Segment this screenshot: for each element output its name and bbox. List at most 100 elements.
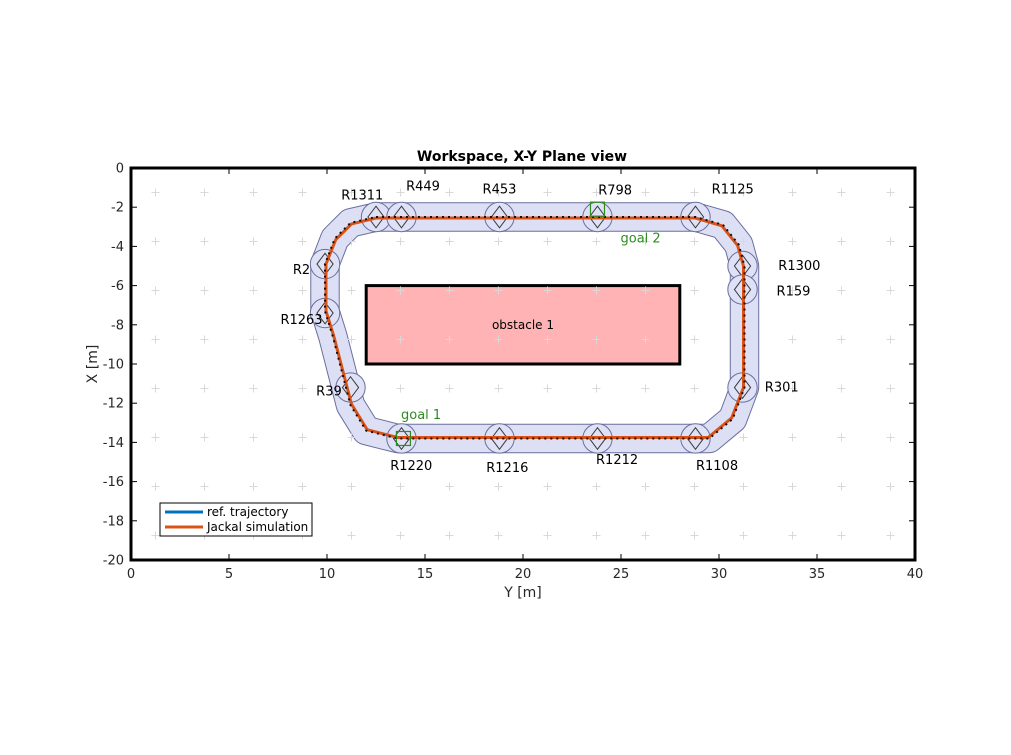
plus-marker: [347, 237, 356, 246]
x-tick-label: 10: [319, 567, 336, 582]
plus-marker: [641, 286, 650, 295]
region-diamond-r449: [392, 205, 411, 229]
plus-marker: [200, 188, 209, 197]
plus-marker: [494, 384, 503, 393]
plus-marker: [592, 286, 601, 295]
plus-marker: [298, 482, 307, 491]
region-diamond-r1108: [686, 426, 705, 451]
plus-marker: [249, 286, 258, 295]
region-diamond-r1263: [316, 301, 334, 325]
plus-marker: [494, 237, 503, 246]
plus-marker: [641, 237, 650, 246]
plus-marker: [739, 531, 748, 540]
plus-marker: [788, 335, 797, 344]
x-tick-label: 35: [809, 567, 826, 582]
plus-marker: [690, 286, 699, 295]
goal-label-2: goal 2: [621, 232, 661, 247]
plus-marker: [886, 188, 895, 197]
y-tick-label: -4: [111, 240, 124, 255]
plus-marker: [298, 384, 307, 393]
goal-label-1: goal 1: [401, 408, 441, 423]
plus-marker: [886, 335, 895, 344]
region-label-r1212: R1212: [596, 453, 638, 468]
legend-label-jackal-simulation: Jackal simulation: [206, 520, 308, 534]
plus-marker: [298, 335, 307, 344]
plus-marker: [494, 531, 503, 540]
x-tick-label: 40: [907, 567, 924, 582]
legend: ref. trajectory Jackal simulation: [159, 502, 313, 537]
region-label-r1311: R1311: [341, 188, 383, 203]
plus-marker: [200, 384, 209, 393]
region-diamond-r798: [588, 205, 607, 229]
plus-marker: [494, 286, 503, 295]
plus-marker: [396, 335, 405, 344]
plus-marker: [151, 335, 160, 344]
plus-marker: [641, 384, 650, 393]
plus-marker: [739, 237, 748, 246]
obstacle-1: [364, 284, 682, 366]
plus-marker: [494, 335, 503, 344]
goal-layer: goal 1 goal 2: [395, 201, 661, 447]
plus-marker: [445, 531, 454, 540]
plus-marker: [396, 482, 405, 491]
plus-marker: [837, 188, 846, 197]
x-axis-ticks: 0 5 10 15 20 25 30 35 40: [127, 168, 923, 582]
y-axis-ticks: 0 -2 -4 -6 -8 -10 -12 -14 -16 -18 -20: [103, 162, 915, 569]
y-tick-label: -14: [103, 436, 124, 451]
plus-marker: [886, 482, 895, 491]
plus-marker: [690, 188, 699, 197]
y-tick-label: 0: [116, 162, 124, 177]
region-label-r798: R798: [598, 184, 632, 199]
plus-marker: [788, 433, 797, 442]
region-label-r2: R2: [293, 263, 310, 278]
plus-marker: [641, 335, 650, 344]
plus-marker: [151, 286, 160, 295]
plus-marker: [788, 482, 797, 491]
plus-marker: [739, 188, 748, 197]
plus-marker: [739, 482, 748, 491]
y-axis-label: X [m]: [85, 345, 101, 384]
plus-marker: [788, 286, 797, 295]
plus-marker: [396, 531, 405, 540]
plus-marker: [592, 188, 601, 197]
y-tick-label: -6: [111, 279, 124, 294]
series-layer: [324, 216, 746, 440]
x-tick-label: 15: [417, 567, 434, 582]
plus-marker: [592, 482, 601, 491]
plus-marker: [641, 531, 650, 540]
obstacle-label: obstacle 1: [492, 318, 554, 332]
plus-marker: [837, 482, 846, 491]
y-tick-label: -8: [111, 318, 124, 333]
plus-marker: [249, 335, 258, 344]
plus-marker: [445, 188, 454, 197]
plus-marker: [543, 531, 552, 540]
plus-marker: [151, 237, 160, 246]
region-diamond-r1125: [686, 205, 705, 229]
chart-title: Workspace, X-Y Plane view: [417, 149, 627, 165]
plus-marker: [151, 433, 160, 442]
plus-marker: [445, 384, 454, 393]
legend-label-ref-trajectory: ref. trajectory: [207, 505, 288, 519]
x-tick-label: 25: [613, 567, 630, 582]
region-diamond-r453: [490, 205, 509, 229]
region-label-r1263: R1263: [280, 313, 322, 328]
plus-marker: [249, 237, 258, 246]
plus-marker: [837, 384, 846, 393]
plus-marker: [347, 433, 356, 442]
plus-marker: [249, 433, 258, 442]
plus-marker: [298, 433, 307, 442]
region-label-r1125: R1125: [712, 183, 754, 198]
plus-marker: [690, 335, 699, 344]
x-axis-label: Y [m]: [503, 585, 542, 601]
plus-marker: [592, 237, 601, 246]
series-line-jackal-simulation: [324, 216, 745, 439]
region-label-r39: R39: [316, 384, 342, 399]
plus-marker: [543, 237, 552, 246]
plus-marker: [151, 188, 160, 197]
plus-marker: [837, 286, 846, 295]
y-tick-label: -18: [103, 514, 124, 529]
plus-marker: [788, 384, 797, 393]
plus-marker: [445, 335, 454, 344]
plus-marker: [837, 433, 846, 442]
plus-marker: [200, 335, 209, 344]
